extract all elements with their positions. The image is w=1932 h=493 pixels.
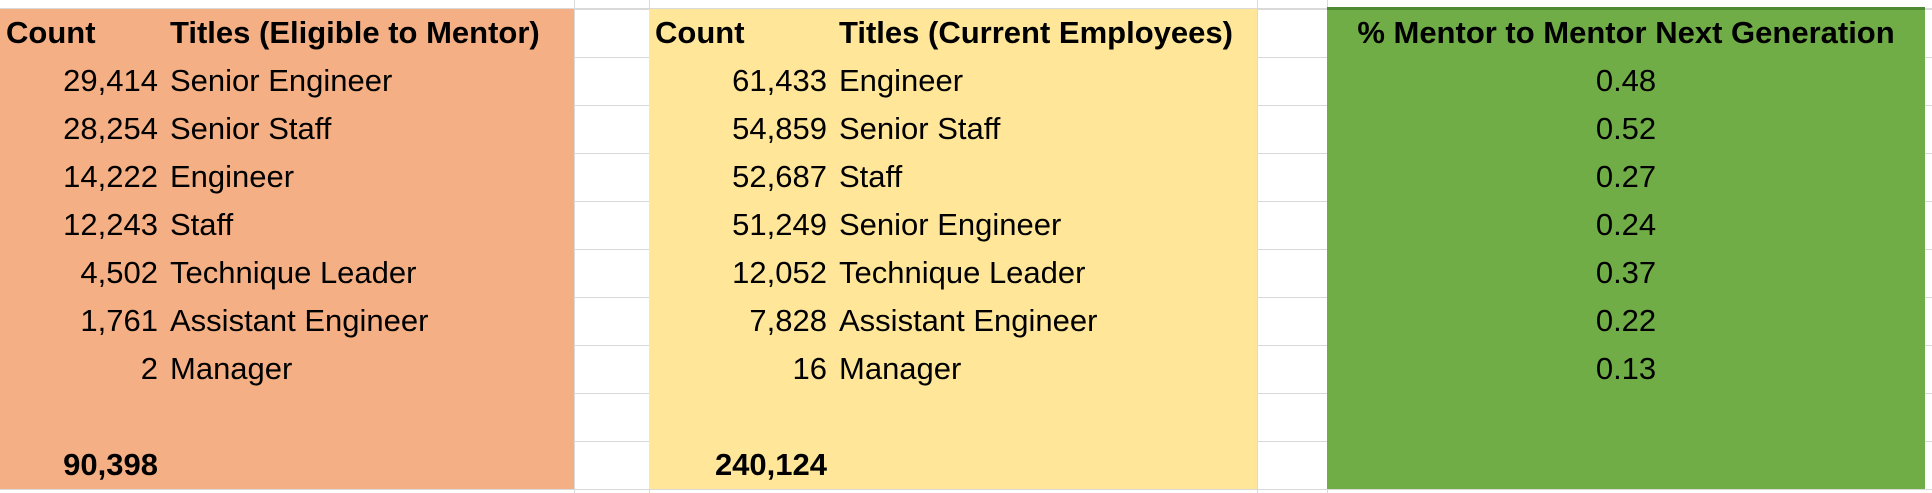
column-divider (574, 0, 575, 493)
mentor-count-cell[interactable]: 29,414 (63, 63, 158, 98)
employee-count-cell[interactable]: 61,433 (732, 63, 827, 98)
mentor-title-cell[interactable]: Technique Leader (170, 255, 417, 290)
employee-count-cell[interactable]: 51,249 (732, 207, 827, 242)
employee-count-header[interactable]: Count (655, 15, 745, 50)
employee-title-cell[interactable]: Staff (839, 159, 903, 194)
mentor-count-cell[interactable]: 2 (140, 351, 158, 386)
ratio-cell[interactable]: 0.48 (1595, 63, 1657, 98)
mentor-total-cell[interactable]: 90,398 (63, 447, 158, 482)
mentor-count-cell[interactable]: 28,254 (63, 111, 158, 146)
mentor-titles-header[interactable]: Titles (Eligible to Mentor) (170, 15, 540, 50)
mentor-title-cell[interactable]: Engineer (170, 159, 295, 194)
employee-count-cell[interactable]: 52,687 (732, 159, 827, 194)
employee-total-cell[interactable]: 240,124 (714, 447, 827, 482)
ratio-header[interactable]: % Mentor to Mentor Next Generation (1357, 15, 1895, 50)
employee-count-cell[interactable]: 16 (792, 351, 827, 386)
employee-count-cell[interactable]: 54,859 (732, 111, 827, 146)
employee-count-cell[interactable]: 12,052 (732, 255, 827, 290)
mentor-count-header[interactable]: Count (6, 15, 96, 50)
ratio-cell[interactable]: 0.13 (1595, 351, 1657, 386)
mentor-title-cell[interactable]: Assistant Engineer (170, 303, 429, 338)
ratio-cell[interactable]: 0.27 (1595, 159, 1657, 194)
mentor-count-cell[interactable]: 12,243 (63, 207, 158, 242)
mentor-title-cell[interactable]: Manager (170, 351, 293, 386)
employee-title-cell[interactable]: Senior Engineer (839, 207, 1062, 242)
employee-table: Count Titles (Current Employees) 61,433 … (649, 9, 1257, 489)
ratio-cell[interactable]: 0.52 (1595, 111, 1657, 146)
mentor-title-cell[interactable]: Staff (170, 207, 234, 242)
mentor-count-cell[interactable]: 4,502 (80, 255, 158, 290)
mentor-title-cell[interactable]: Senior Engineer (170, 63, 393, 98)
mentor-title-cell[interactable]: Senior Staff (170, 111, 332, 146)
mentor-table: Count Titles (Eligible to Mentor) 29,414… (0, 9, 574, 489)
ratio-cell[interactable]: 0.22 (1595, 303, 1657, 338)
employee-title-cell[interactable]: Senior Staff (839, 111, 1001, 146)
employee-count-cell[interactable]: 7,828 (749, 303, 827, 338)
employee-title-cell[interactable]: Assistant Engineer (839, 303, 1098, 338)
column-divider (1257, 0, 1258, 493)
ratio-table: % Mentor to Mentor Next Generation 0.48 … (1327, 9, 1925, 489)
ratio-cell[interactable]: 0.37 (1595, 255, 1657, 290)
employee-title-cell[interactable]: Manager (839, 351, 962, 386)
employee-title-cell[interactable]: Engineer (839, 63, 964, 98)
ratio-cell[interactable]: 0.24 (1595, 207, 1657, 242)
selection-border (1327, 7, 1925, 10)
employee-titles-header[interactable]: Titles (Current Employees) (839, 15, 1233, 50)
employee-title-cell[interactable]: Technique Leader (839, 255, 1086, 290)
mentor-count-cell[interactable]: 1,761 (80, 303, 158, 338)
mentor-count-cell[interactable]: 14,222 (63, 159, 158, 194)
top-border (0, 8, 1932, 9)
